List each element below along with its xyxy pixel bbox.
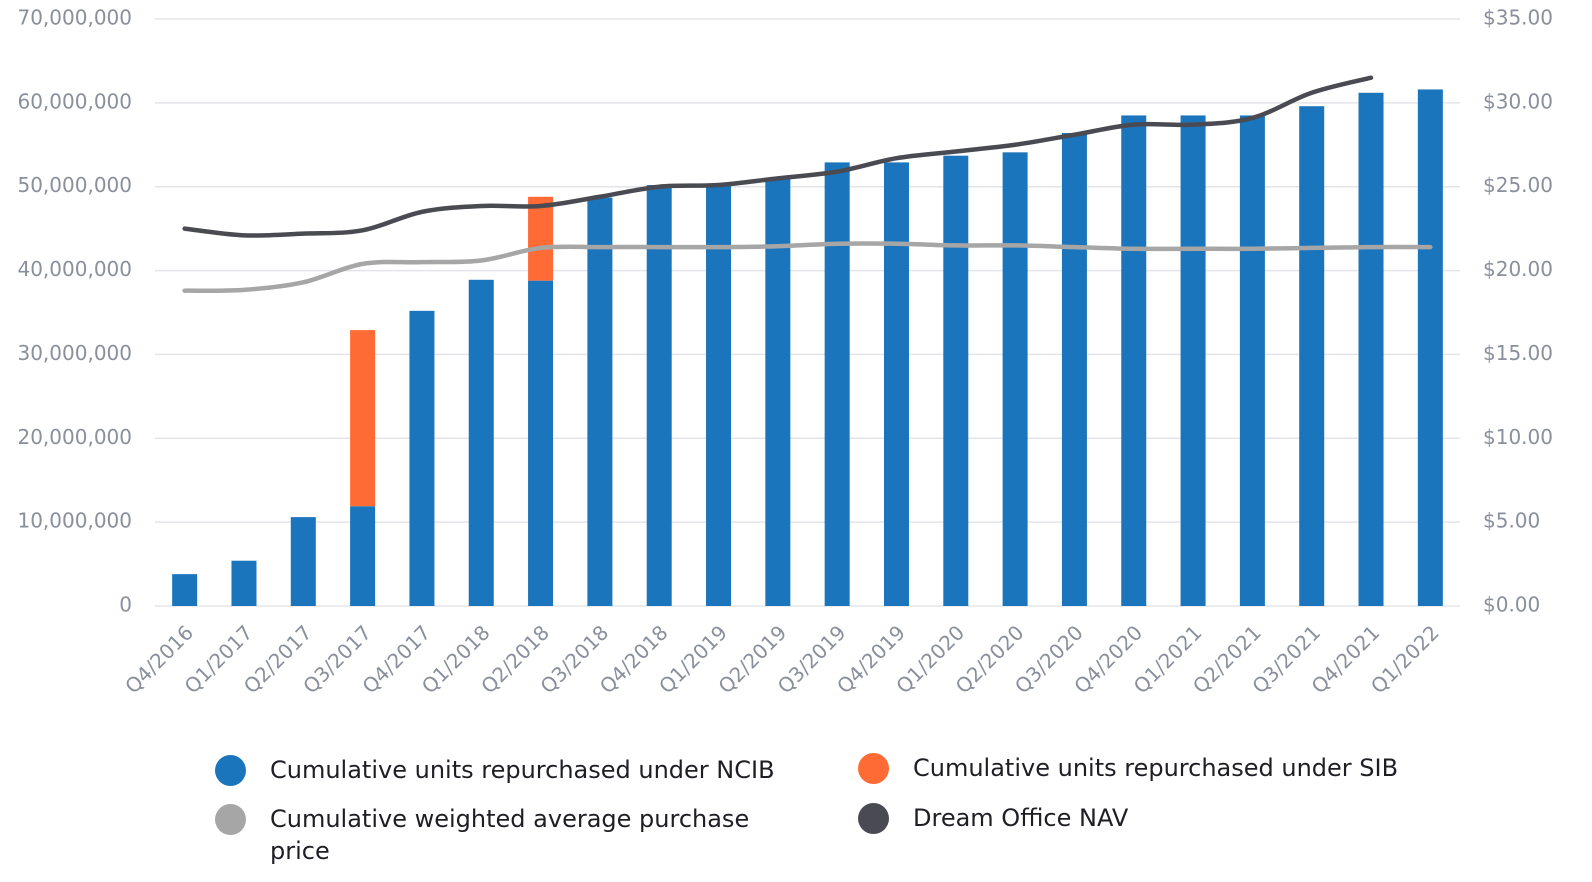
bar — [172, 574, 198, 606]
line — [182, 75, 1374, 238]
bar — [1417, 89, 1443, 606]
bar — [706, 184, 732, 606]
bar — [587, 197, 613, 606]
bar — [409, 310, 435, 606]
legend-swatch — [215, 804, 246, 835]
y2-tick-label: $35.00 — [1483, 6, 1553, 30]
legend-label: Cumulative units repurchased under SIB — [913, 754, 1399, 782]
bar — [290, 517, 316, 606]
legend-label: Cumulative units repurchased under NCIB — [270, 756, 775, 784]
legend-item: Cumulative units repurchased under NCIB — [215, 754, 790, 786]
bar — [824, 162, 850, 606]
bar — [1180, 115, 1206, 606]
bar — [528, 280, 554, 606]
bar — [1002, 152, 1028, 606]
y2-tick-label: $5.00 — [1483, 509, 1540, 533]
bar — [1121, 115, 1147, 606]
bar — [883, 162, 909, 606]
legend-swatch — [858, 753, 889, 784]
bar — [646, 185, 672, 606]
y2-tick-label: $20.00 — [1483, 257, 1553, 281]
y2-tick-label: $15.00 — [1483, 341, 1553, 365]
legend-item: Cumulative weighted average purchase pri… — [215, 803, 750, 867]
y-tick-label: 30,000,000 — [17, 341, 132, 365]
legend-item: Dream Office NAV — [858, 802, 1433, 834]
y2-tick-label: $25.00 — [1483, 173, 1553, 197]
y-tick-label: 50,000,000 — [17, 173, 132, 197]
legend-item: Cumulative units repurchased under SIB — [858, 752, 1433, 784]
bar — [765, 178, 791, 607]
bar — [1299, 106, 1325, 606]
y-tick-label: 60,000,000 — [17, 89, 132, 113]
bar — [943, 155, 969, 607]
bar — [468, 279, 494, 606]
y-tick-label: 70,000,000 — [17, 6, 132, 30]
bar — [1358, 92, 1384, 606]
legend-label: Cumulative weighted average purchase pri… — [270, 805, 750, 865]
y2-tick-label: $0.00 — [1483, 593, 1540, 617]
legend-label: Dream Office NAV — [913, 804, 1129, 832]
bar — [350, 506, 376, 606]
legend-swatch — [215, 755, 246, 786]
line — [182, 241, 1433, 293]
y2-tick-label: $10.00 — [1483, 425, 1553, 449]
bar — [231, 560, 257, 606]
y-tick-label: 0 — [119, 593, 132, 617]
y2-tick-label: $30.00 — [1483, 89, 1553, 113]
bar — [1061, 133, 1087, 606]
y-tick-label: 10,000,000 — [17, 509, 132, 533]
bar — [528, 196, 554, 281]
bar — [350, 330, 376, 507]
legend-swatch — [858, 803, 889, 834]
y-tick-label: 20,000,000 — [17, 425, 132, 449]
bar — [1239, 115, 1265, 606]
y-tick-label: 40,000,000 — [17, 257, 132, 281]
